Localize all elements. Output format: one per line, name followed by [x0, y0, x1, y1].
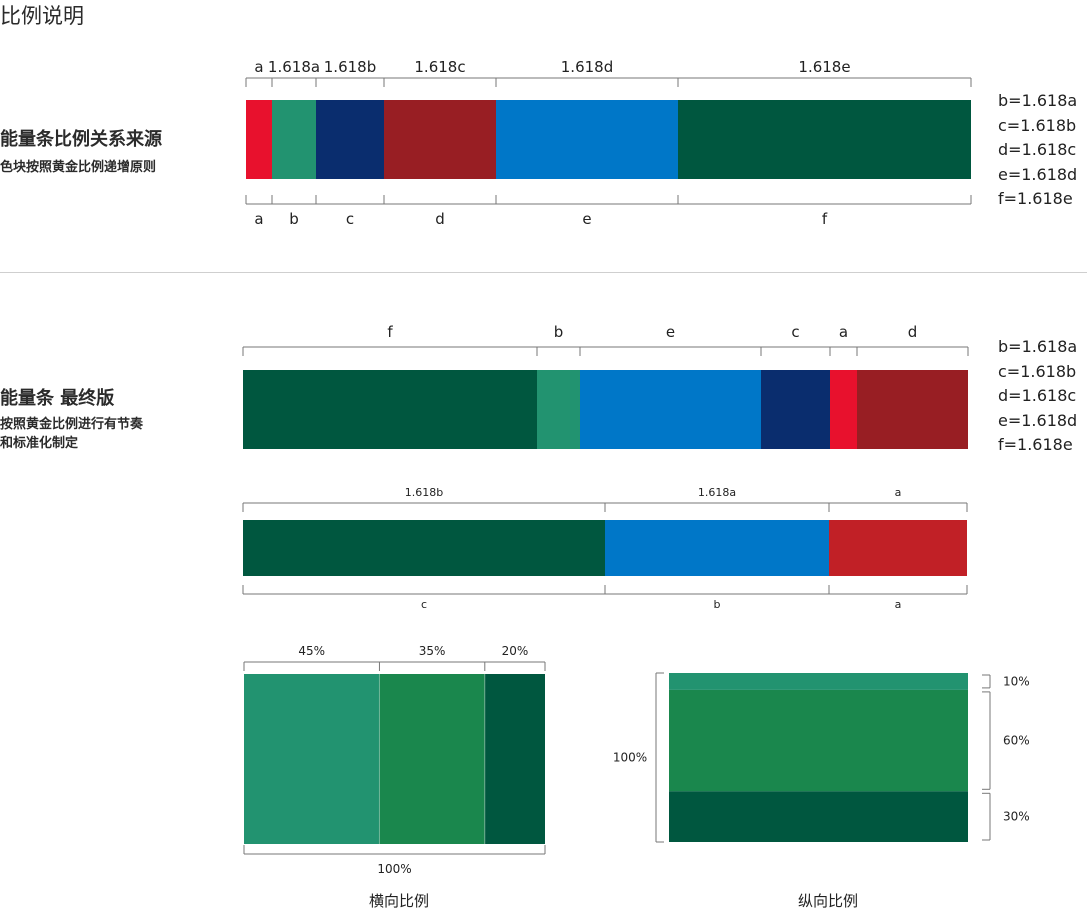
bar-segment-b	[272, 100, 316, 179]
ratio-bar-segment-1	[605, 520, 829, 576]
bar-segment-a	[246, 100, 272, 179]
horizontal-bottom-bracket	[243, 845, 546, 855]
final-segment-d	[857, 370, 968, 449]
final-label-c: c	[791, 323, 799, 341]
final-segment-c	[761, 370, 830, 449]
final-label-e: e	[666, 323, 675, 341]
final-segment-a	[830, 370, 857, 449]
ratio-bottom-label-0: c	[421, 598, 427, 611]
vertical-right-bracket	[982, 674, 991, 841]
final-top-bracket	[242, 346, 969, 356]
final-label-d: d	[908, 323, 918, 341]
bar-segment-c	[316, 100, 384, 179]
bottom-label-5: f	[822, 210, 828, 228]
top-label-1: 1.618a	[268, 58, 320, 76]
ratio-top-bracket	[242, 502, 968, 512]
bar-segment-e	[496, 100, 678, 179]
golden-ratio-bar-diagram: a a 1.618a b 1.618b c 1.618c d 1.618d e 1.618e f	[245, 58, 972, 228]
section2-subtitle: 按照黄金比例进行有节奏 和标准化制定	[0, 417, 144, 451]
vertical-left-bracket	[655, 672, 664, 843]
ratio-bar-segment-2	[829, 520, 967, 576]
bottom-label-3: d	[435, 210, 445, 228]
vertical-label-0: 10%	[1003, 674, 1030, 688]
final-label-b: b	[554, 323, 564, 341]
bar-segment-f	[678, 100, 971, 179]
final-label-a: a	[839, 323, 848, 341]
top-label-0: a	[254, 58, 263, 76]
horizontal-segment-0	[244, 674, 380, 844]
vertical-total-label: 100%	[613, 751, 647, 765]
ratio-top-label-1: 1.618a	[698, 486, 736, 499]
section2-formulas: b=1.618a c=1.618b d=1.618c e=1.618d f=1.…	[998, 337, 1078, 455]
top-label-4: 1.618d	[561, 58, 613, 76]
horizontal-segment-1	[379, 674, 485, 844]
vertical-segment-1	[669, 689, 968, 792]
final-segment-b	[537, 370, 580, 449]
ratio-bottom-label-1: b	[714, 598, 721, 611]
vertical-caption: 纵向比例	[798, 892, 859, 910]
section1-subtitle: 色块按照黄金比例递增原则	[0, 160, 157, 175]
top-label-2: 1.618b	[324, 58, 376, 76]
top-label-5: 1.618e	[798, 58, 850, 76]
bottom-label-4: e	[582, 210, 591, 228]
vertical-label-2: 30%	[1003, 810, 1030, 824]
ratio-bottom-label-2: a	[895, 598, 902, 611]
final-segment-e	[580, 370, 761, 449]
ratio-top-label-2: a	[895, 486, 902, 499]
ratio-bottom-bracket	[242, 585, 968, 595]
bottom-label-0: a	[254, 210, 263, 228]
horizontal-label-2: 20%	[502, 644, 529, 658]
top-bracket	[245, 77, 972, 87]
horizontal-total-label: 100%	[377, 862, 411, 876]
bottom-label-2: c	[346, 210, 354, 228]
top-label-3: 1.618c	[414, 58, 465, 76]
section2-title: 能量条 最终版	[0, 388, 115, 409]
section1-formulas: b=1.618a c=1.618b d=1.618c e=1.618d f=1.…	[998, 91, 1078, 209]
page-title: 比例说明	[0, 4, 84, 28]
vertical-segment-2	[669, 791, 968, 842]
horizontal-top-bracket	[243, 661, 546, 671]
horizontal-label-1: 35%	[419, 644, 446, 658]
horizontal-segment-2	[484, 674, 545, 844]
horizontal-label-0: 45%	[298, 644, 325, 658]
section-divider	[0, 272, 1087, 273]
final-label-f: f	[387, 323, 393, 341]
ratio-bar-segment-0	[243, 520, 605, 576]
vertical-segment-0	[669, 673, 968, 690]
bottom-label-1: b	[289, 210, 299, 228]
final-segment-f	[243, 370, 537, 449]
horizontal-caption: 横向比例	[369, 892, 430, 910]
vertical-label-1: 60%	[1003, 734, 1030, 748]
bar-segment-d	[384, 100, 496, 179]
section1-title: 能量条比例关系来源	[0, 129, 162, 150]
bottom-bracket	[245, 195, 972, 205]
ratio-top-label-0: 1.618b	[405, 486, 443, 499]
